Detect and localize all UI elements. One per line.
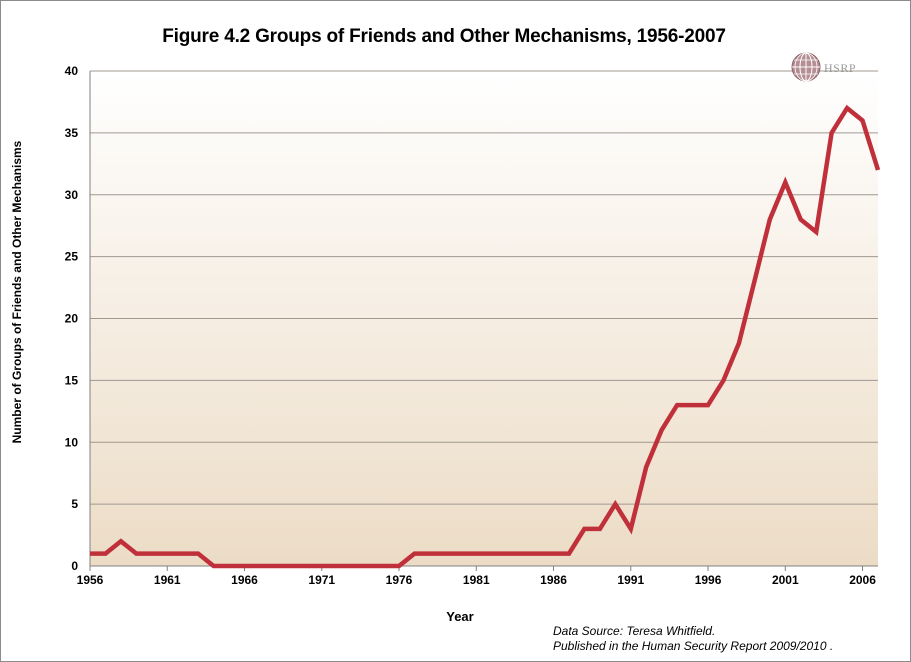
x-tick-label: 1991	[617, 573, 644, 587]
series-line	[90, 104, 881, 569]
logo-text: HSRP	[824, 61, 857, 75]
x-axis-label: Year	[446, 609, 474, 624]
y-tick-label: 15	[65, 373, 79, 387]
y-tick-label: 30	[65, 188, 79, 202]
y-tick-labels: 0 5 10 15 20 25 30 35 40	[65, 64, 79, 573]
x-tick-label: 1981	[463, 573, 490, 587]
x-tick-label: 1966	[231, 573, 258, 587]
published-in-line: Published in the Human Security Report 2…	[553, 639, 834, 653]
gridlines	[90, 70, 878, 505]
x-tick-label: 2006	[849, 573, 876, 587]
x-tick-label: 1996	[695, 573, 722, 587]
hsrp-logo: HSRP	[790, 51, 862, 85]
chart-title: Figure 4.2 Groups of Friends and Other M…	[162, 26, 726, 47]
x-tick-label: 1961	[154, 573, 181, 587]
series-group	[90, 104, 881, 569]
x-tick-label: 1971	[308, 573, 335, 587]
y-tick-label: 40	[65, 64, 79, 78]
y-tick-label: 10	[65, 435, 79, 449]
y-tick-label: 25	[65, 250, 79, 264]
y-tick-label: 35	[65, 126, 79, 140]
y-tick-label: 0	[71, 559, 78, 573]
data-source-note: Data Source: Teresa Whitfield. Published…	[553, 624, 833, 654]
y-tick-label: 5	[71, 497, 78, 511]
x-tick-label: 1956	[77, 573, 104, 587]
x-tick-label: 1986	[540, 573, 567, 587]
data-source-line: Data Source: Teresa Whitfield.	[553, 624, 716, 638]
globe-icon	[791, 52, 821, 82]
y-tick-label: 20	[65, 312, 79, 326]
x-tick-label: 2001	[772, 573, 799, 587]
x-tick-label: 1976	[386, 573, 413, 587]
x-tick-labels: 1956 1961 1966 1971 1976 1981 1986 1991 1996 2001…	[77, 573, 877, 587]
